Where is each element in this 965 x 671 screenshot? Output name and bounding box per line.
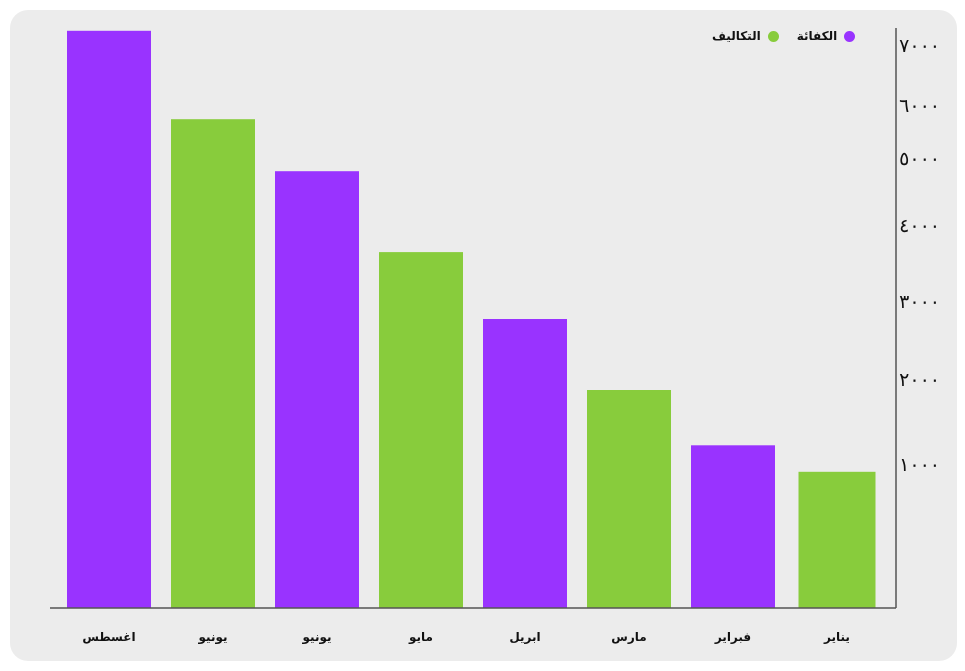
x-tick-label-8: اغسطس xyxy=(82,630,135,644)
bar-8 xyxy=(67,30,151,609)
bar-7 xyxy=(171,119,255,608)
x-tick-label-2: فبراير xyxy=(714,630,751,644)
x-tick-label-5: مايو xyxy=(408,630,433,645)
y-tick-label-5000: ٥٠٠٠ xyxy=(899,148,940,170)
bar-2 xyxy=(691,445,775,608)
y-tick-label-2000: ٢٠٠٠ xyxy=(899,369,940,391)
bar-4 xyxy=(483,319,567,608)
bar-1 xyxy=(798,471,876,608)
y-tick-label-3000: ٣٠٠٠ xyxy=(899,291,940,313)
x-tick-label-4: ابريل xyxy=(509,630,540,644)
legend-swatch-efficiency xyxy=(844,30,856,42)
legend-label-costs: التكاليف xyxy=(712,29,761,43)
x-tick-label-7: يونيو xyxy=(198,630,228,645)
legend-label-efficiency: الكفائة xyxy=(796,29,838,43)
y-tick-label-7000: ٧٠٠٠ xyxy=(899,35,940,57)
bar-6 xyxy=(275,171,359,608)
chart-legend: الكفائة التكاليف xyxy=(712,29,856,43)
y-tick-label-6000: ٦٠٠٠ xyxy=(899,95,940,117)
legend-item-costs: التكاليف xyxy=(712,29,779,43)
y-tick-label-4000: ٤٠٠٠ xyxy=(899,215,940,237)
legend-item-efficiency: الكفائة xyxy=(797,29,856,43)
y-tick-label-1000: ١٠٠٠ xyxy=(899,454,940,476)
x-tick-label-6: يونيو xyxy=(302,630,332,645)
bar-3 xyxy=(587,390,671,608)
legend-swatch-costs xyxy=(767,30,779,42)
x-tick-label-3: مارس xyxy=(611,630,646,644)
bar-5 xyxy=(379,252,463,608)
x-tick-label-1: يناير xyxy=(823,630,850,644)
